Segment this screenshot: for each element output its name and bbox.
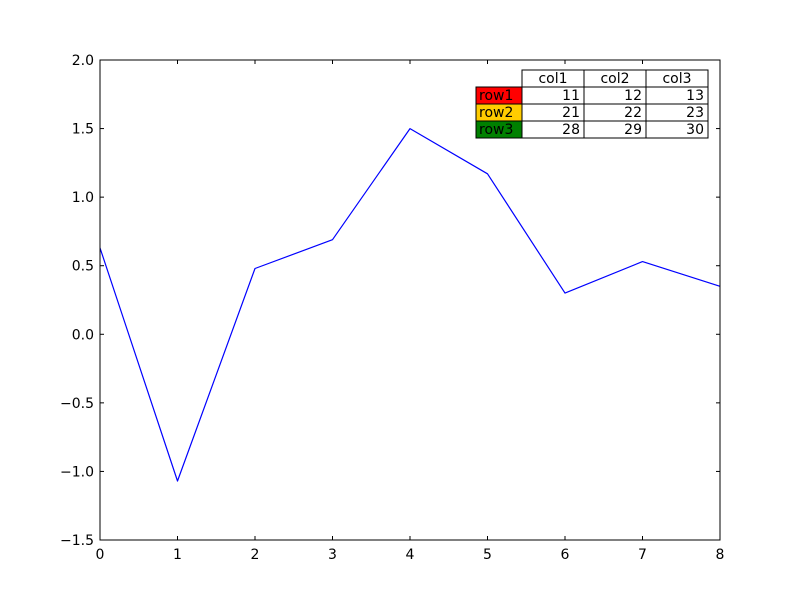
table-row-label: row2 — [479, 105, 513, 121]
x-tick-label: 6 — [561, 547, 570, 563]
x-tick-label: 8 — [716, 547, 725, 563]
axes-background — [100, 60, 720, 540]
table-cell-value: 30 — [686, 122, 704, 138]
axis-tick-labels: 0 1 2 3 4 5 6 7 8−1.5−1.0−0.50.00.51.01.52.0 — [60, 53, 724, 563]
table-cell-value: 22 — [624, 105, 642, 121]
axes-frame — [99, 59, 721, 541]
y-tick-label: −0.5 — [60, 396, 94, 412]
x-tick-label: 1 — [173, 547, 182, 563]
table-header-label: col1 — [538, 71, 567, 87]
y-tick-label: −1.5 — [60, 533, 94, 549]
table-cell — [645, 120, 709, 139]
x-tick-label: 5 — [483, 547, 492, 563]
series-line — [99, 128, 721, 482]
y-tick-label: 1.0 — [72, 190, 94, 206]
table-cell-value: 28 — [562, 122, 580, 138]
x-tick-label: 2 — [251, 547, 260, 563]
table-cell-value: 12 — [624, 88, 642, 104]
table-cell-value: 23 — [686, 105, 704, 121]
y-tick-label: 0.0 — [72, 327, 94, 343]
table-cell-value: 11 — [562, 88, 580, 104]
x-tick-label: 0 — [96, 547, 105, 563]
table-cell-value: 13 — [686, 88, 704, 104]
table-row-label: row1 — [479, 88, 513, 104]
plot-area: 0 1 2 3 4 5 6 7 8−1.5−1.0−0.50.00.51.01.52.0 col… — [60, 53, 724, 563]
x-tick-label: 4 — [406, 547, 415, 563]
y-tick-label: 0.5 — [72, 259, 94, 275]
data-table: col1 col2 col3 row1 11 12 13 row2 21 22 23 row3 28 29… — [475, 69, 709, 139]
table-header-label: col2 — [600, 71, 629, 87]
series-layer — [99, 128, 721, 482]
table-cell-value: 29 — [624, 122, 642, 138]
y-tick-label: 1.5 — [72, 122, 94, 138]
x-tick-label: 7 — [638, 547, 647, 563]
table-header-label: col3 — [662, 71, 691, 87]
y-tick-label: −1.0 — [60, 464, 94, 480]
table-cell-value: 21 — [562, 105, 580, 121]
table-row-label: row3 — [479, 122, 513, 138]
x-tick-label: 3 — [328, 547, 337, 563]
y-tick-label: 2.0 — [72, 53, 94, 69]
